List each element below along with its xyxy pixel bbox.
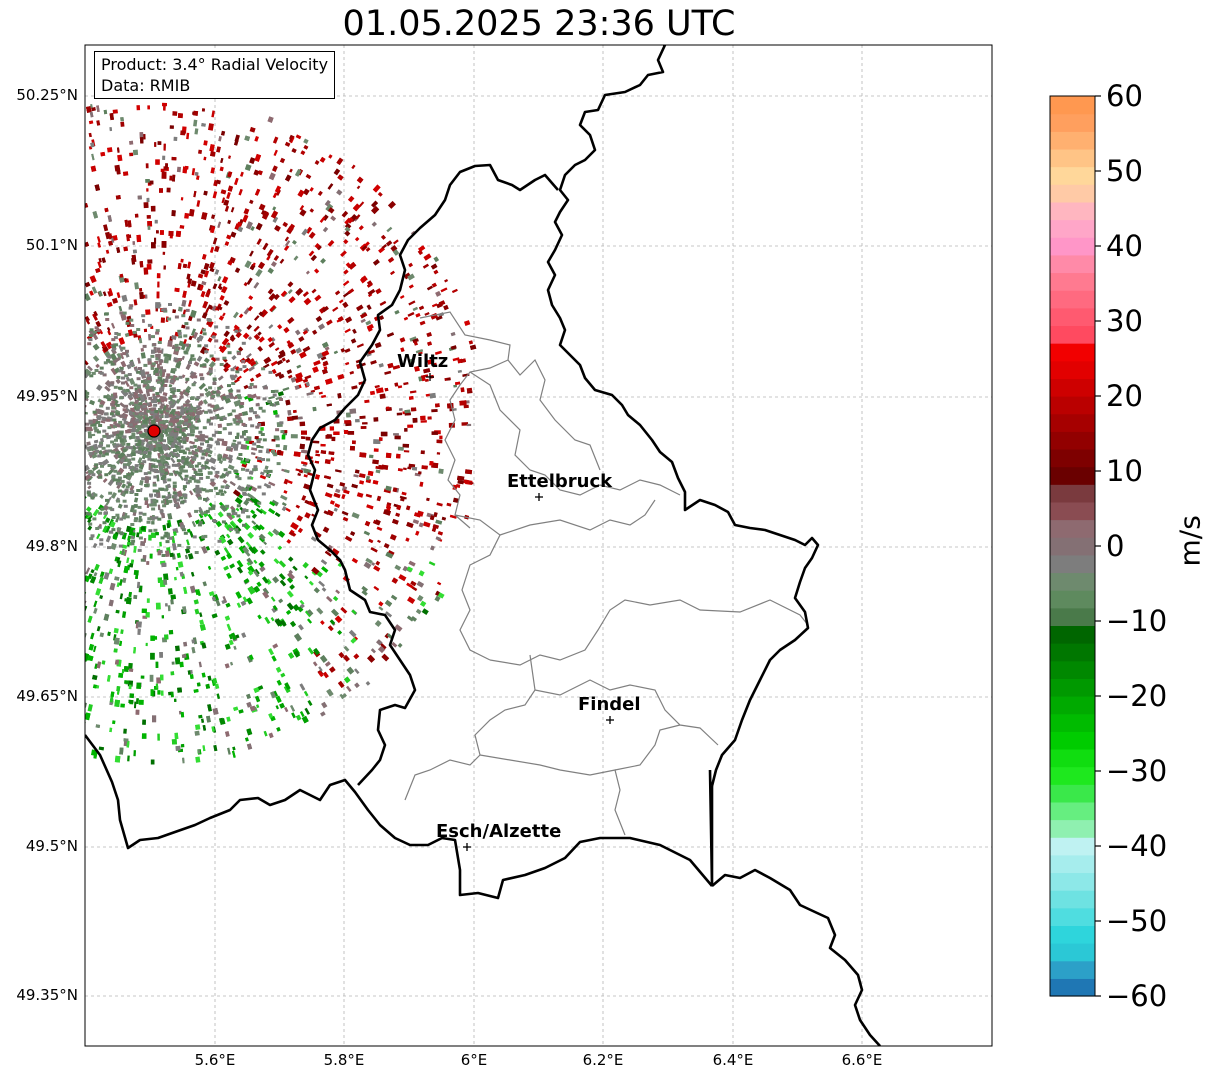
town-markers — [426, 373, 614, 851]
radar-echoes — [85, 102, 477, 765]
lat-label: 50.1°N — [25, 236, 78, 254]
lon-label: 6.6°E — [841, 1051, 883, 1069]
colorbar-tick-label: −10 — [1106, 604, 1168, 638]
colorbar-tick-label: −30 — [1106, 754, 1168, 788]
lon-label: 6°E — [460, 1051, 488, 1069]
colorbar-tick-label: 40 — [1106, 229, 1143, 263]
colorbar-tick-label: 20 — [1106, 379, 1143, 413]
country-borders — [85, 45, 881, 1046]
town-label-esch: Esch/Alzette — [436, 821, 562, 842]
lat-label: 49.8°N — [25, 537, 78, 555]
lat-label: 49.65°N — [16, 687, 78, 705]
map-title: 01.05.2025 23:36 UTC — [342, 4, 736, 44]
colorbar-tick-label: 30 — [1106, 304, 1143, 338]
town-label-findel: Findel — [578, 694, 641, 715]
data-source-label: Data: RMIB — [101, 76, 191, 95]
town-label-wiltz: Wiltz — [397, 351, 449, 372]
colorbar-tick-label: −20 — [1106, 679, 1168, 713]
radar-site-marker — [147, 424, 161, 438]
lat-label: 49.35°N — [16, 986, 78, 1004]
colorbar-tick-label: −40 — [1106, 829, 1168, 863]
colorbar-tick-label: 10 — [1106, 454, 1143, 488]
lon-label: 6.4°E — [712, 1051, 754, 1069]
colorbar-tick-label: −60 — [1106, 979, 1168, 1013]
lat-label: 49.5°N — [25, 837, 78, 855]
product-label: Product: 3.4° Radial Velocity — [101, 55, 329, 74]
town-label-ettelbruck: Ettelbruck — [507, 471, 613, 492]
colorbar-unit-label: m/s — [1173, 515, 1207, 567]
lon-label: 5.6°E — [194, 1051, 236, 1069]
lon-label: 6.2°E — [582, 1051, 624, 1069]
lat-label: 50.25°N — [16, 86, 78, 104]
lat-label: 49.95°N — [16, 387, 78, 405]
colorbar-tick-label: 0 — [1106, 529, 1125, 563]
colorbar-tick-label: −50 — [1106, 904, 1168, 938]
lon-label: 5.8°E — [323, 1051, 365, 1069]
canton-boundaries — [404, 311, 809, 836]
colorbar-tick-label: 50 — [1106, 154, 1143, 188]
product-info-box: Product: 3.4° Radial Velocity Data: RMIB — [94, 51, 336, 99]
colorbar-tick-label: 60 — [1106, 79, 1143, 113]
